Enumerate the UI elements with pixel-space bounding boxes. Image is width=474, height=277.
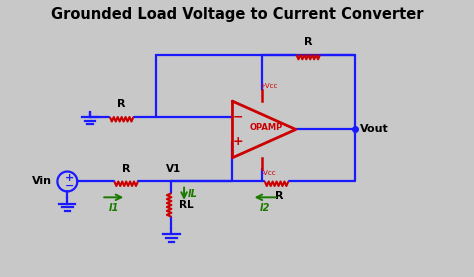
Text: −: − (64, 181, 74, 191)
Text: R: R (274, 191, 283, 201)
Text: IL: IL (188, 189, 198, 199)
Text: R: R (304, 37, 312, 47)
Text: Grounded Load Voltage to Current Converter: Grounded Load Voltage to Current Convert… (51, 7, 423, 22)
Text: -Vcc: -Vcc (261, 170, 276, 176)
Text: −: − (233, 111, 243, 124)
Text: I1: I1 (108, 203, 118, 213)
Text: R: R (122, 164, 130, 174)
Text: RL: RL (179, 200, 194, 210)
Text: Vout: Vout (360, 124, 389, 134)
Text: V1: V1 (166, 164, 181, 174)
Text: R: R (118, 99, 126, 109)
Text: +Vcc: +Vcc (259, 83, 278, 89)
Text: +: + (233, 135, 243, 148)
Text: Vin: Vin (32, 176, 52, 186)
Text: OPAMP: OPAMP (250, 123, 283, 132)
Text: +: + (64, 173, 74, 183)
Text: I2: I2 (260, 203, 271, 213)
